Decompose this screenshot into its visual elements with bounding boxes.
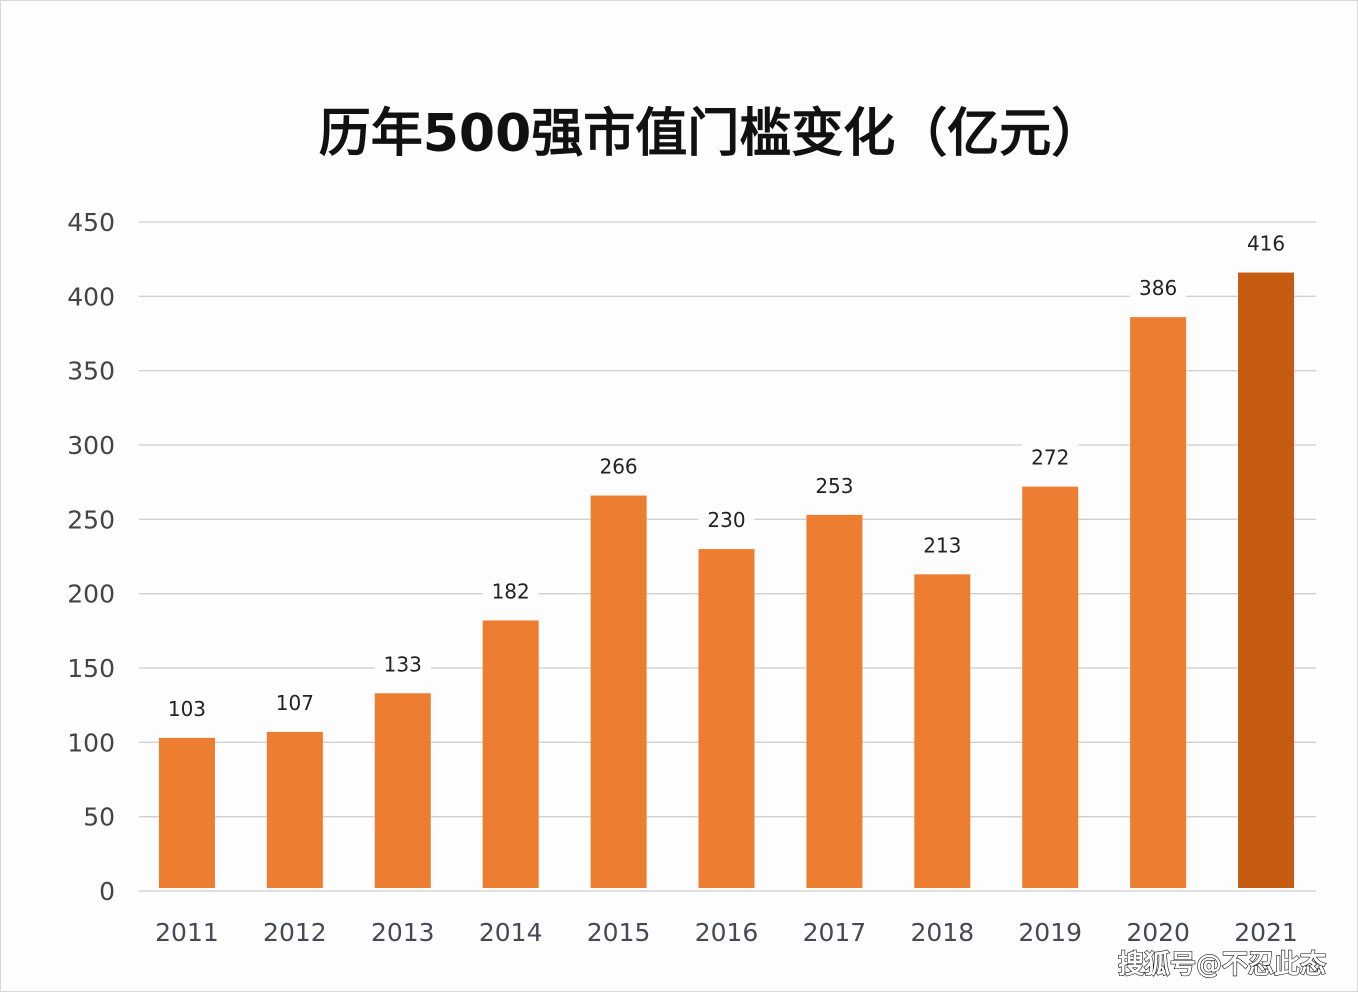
y-tick-label: 450	[67, 208, 115, 237]
bar	[698, 549, 755, 888]
x-tick-label: 2017	[803, 918, 867, 947]
data-label-background	[482, 576, 539, 607]
y-tick-label: 200	[67, 580, 115, 609]
data-label-background	[158, 693, 215, 724]
bar	[266, 731, 323, 888]
watermark: 搜狐号@不忍此态	[1118, 949, 1326, 980]
data-label-background	[698, 505, 755, 536]
data-label: 266	[599, 455, 637, 479]
data-label: 272	[1031, 446, 1069, 470]
data-label-background	[1238, 228, 1295, 259]
y-tick-label: 350	[67, 357, 115, 386]
data-label: 107	[276, 691, 314, 715]
chart-title: 历年500强市值门槛变化（亿元）	[319, 104, 1104, 164]
bar	[914, 574, 971, 888]
data-label-background	[590, 451, 647, 482]
data-label: 416	[1247, 232, 1285, 256]
bar	[1022, 486, 1079, 888]
data-label: 133	[384, 652, 422, 676]
bar	[482, 620, 539, 888]
data-label-background	[806, 470, 863, 501]
y-tick-label: 400	[67, 282, 115, 311]
data-label-background	[374, 649, 431, 680]
y-tick-label: 250	[67, 505, 115, 534]
x-tick-label: 2021	[1234, 918, 1298, 947]
x-tick-label: 2013	[371, 918, 435, 947]
bar	[374, 693, 431, 888]
x-tick-label: 2016	[695, 918, 759, 947]
data-label-background	[1022, 442, 1079, 473]
x-tick-label: 2012	[263, 918, 327, 947]
bar	[590, 495, 647, 888]
data-label: 182	[492, 579, 530, 603]
y-tick-label: 100	[67, 728, 115, 757]
y-tick-label: 300	[67, 431, 115, 460]
data-label-background	[914, 530, 971, 561]
bar	[1130, 317, 1187, 888]
data-label: 386	[1139, 276, 1177, 300]
data-label-background	[266, 687, 323, 718]
y-tick-label: 0	[99, 877, 115, 906]
x-tick-label: 2019	[1018, 918, 1082, 947]
bar	[158, 737, 215, 888]
data-label-background	[1130, 273, 1187, 304]
y-tick-label: 50	[83, 803, 115, 832]
x-tick-label: 2014	[479, 918, 543, 947]
x-tick-label: 2018	[911, 918, 975, 947]
data-label: 213	[923, 533, 961, 557]
bar	[1238, 272, 1295, 889]
data-label: 230	[707, 508, 745, 532]
data-label: 253	[815, 474, 853, 498]
y-tick-label: 150	[67, 654, 115, 683]
x-tick-label: 2020	[1126, 918, 1190, 947]
x-tick-label: 2015	[587, 918, 651, 947]
bar	[806, 514, 863, 888]
data-label: 103	[168, 697, 206, 721]
x-tick-label: 2011	[155, 918, 219, 947]
